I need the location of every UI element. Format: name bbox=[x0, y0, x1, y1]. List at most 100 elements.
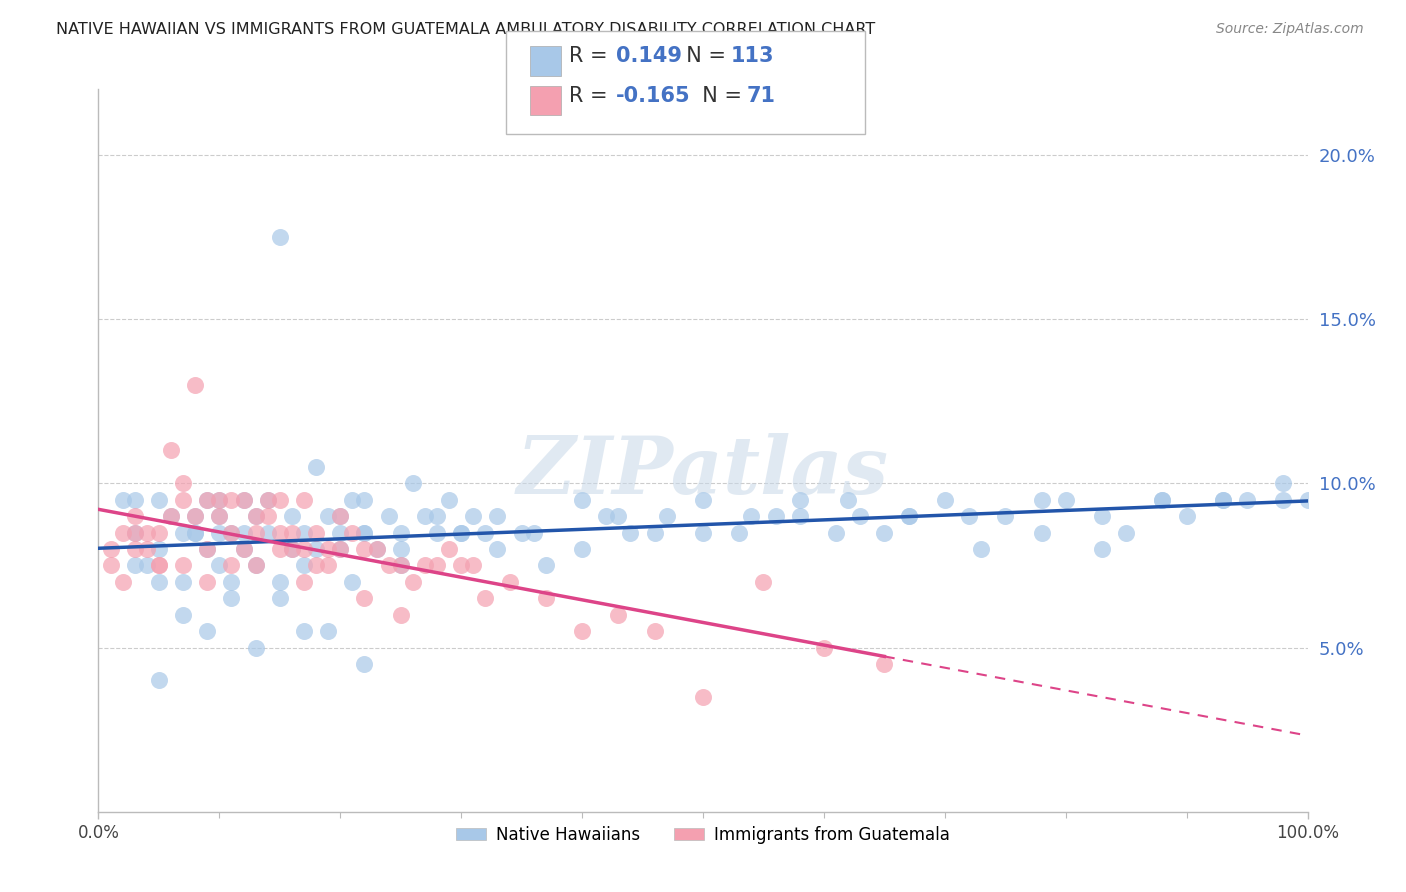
Point bbox=[1115, 525, 1137, 540]
Point bbox=[195, 624, 218, 639]
Point bbox=[1272, 476, 1295, 491]
Point bbox=[281, 541, 304, 556]
Point bbox=[221, 525, 243, 540]
Point bbox=[426, 558, 449, 573]
Point bbox=[655, 509, 678, 524]
Text: -0.165: -0.165 bbox=[616, 86, 690, 105]
Point bbox=[124, 525, 146, 540]
Point bbox=[970, 541, 993, 556]
Text: 0.149: 0.149 bbox=[616, 46, 682, 66]
Text: 71: 71 bbox=[747, 86, 776, 105]
Point bbox=[329, 525, 352, 540]
Point bbox=[172, 525, 194, 540]
Point bbox=[1236, 492, 1258, 507]
Point bbox=[148, 558, 170, 573]
Point bbox=[221, 525, 243, 540]
Point bbox=[148, 673, 170, 688]
Point bbox=[329, 509, 352, 524]
Point bbox=[292, 624, 315, 639]
Point bbox=[184, 525, 207, 540]
Point bbox=[292, 574, 315, 589]
Point bbox=[124, 525, 146, 540]
Point bbox=[245, 558, 267, 573]
Point bbox=[389, 541, 412, 556]
Point bbox=[256, 525, 278, 540]
Point bbox=[1212, 492, 1234, 507]
Point bbox=[124, 509, 146, 524]
Point bbox=[873, 525, 896, 540]
Point bbox=[1054, 492, 1077, 507]
Point bbox=[692, 690, 714, 704]
Point bbox=[474, 525, 496, 540]
Point bbox=[184, 377, 207, 392]
Point bbox=[232, 541, 254, 556]
Point bbox=[353, 541, 375, 556]
Point bbox=[1091, 509, 1114, 524]
Point bbox=[195, 541, 218, 556]
Point bbox=[208, 492, 231, 507]
Point bbox=[195, 492, 218, 507]
Point bbox=[437, 541, 460, 556]
Point bbox=[873, 657, 896, 671]
Point bbox=[644, 624, 666, 639]
Point bbox=[897, 509, 920, 524]
Point bbox=[366, 541, 388, 556]
Point bbox=[353, 657, 375, 671]
Point bbox=[849, 509, 872, 524]
Point bbox=[837, 492, 859, 507]
Point bbox=[148, 558, 170, 573]
Point bbox=[413, 509, 436, 524]
Point bbox=[195, 541, 218, 556]
Text: N =: N = bbox=[689, 86, 748, 105]
Point bbox=[329, 541, 352, 556]
Point bbox=[607, 509, 630, 524]
Point bbox=[100, 558, 122, 573]
Point bbox=[692, 525, 714, 540]
Point bbox=[1152, 492, 1174, 507]
Point bbox=[305, 558, 328, 573]
Point bbox=[221, 591, 243, 606]
Point bbox=[305, 525, 328, 540]
Point bbox=[474, 591, 496, 606]
Point bbox=[292, 541, 315, 556]
Point bbox=[111, 525, 134, 540]
Point bbox=[813, 640, 835, 655]
Point bbox=[195, 574, 218, 589]
Point bbox=[752, 574, 775, 589]
Point bbox=[256, 509, 278, 524]
Point bbox=[644, 525, 666, 540]
Point bbox=[789, 492, 811, 507]
Point bbox=[1031, 492, 1053, 507]
Point bbox=[510, 525, 533, 540]
Point bbox=[135, 525, 157, 540]
Point bbox=[316, 624, 339, 639]
Legend: Native Hawaiians, Immigrants from Guatemala: Native Hawaiians, Immigrants from Guatem… bbox=[450, 819, 956, 850]
Point bbox=[208, 509, 231, 524]
Point bbox=[305, 541, 328, 556]
Point bbox=[486, 509, 509, 524]
Point bbox=[111, 574, 134, 589]
Point bbox=[437, 492, 460, 507]
Point bbox=[607, 607, 630, 622]
Point bbox=[329, 541, 352, 556]
Point bbox=[269, 492, 291, 507]
Point bbox=[269, 525, 291, 540]
Point bbox=[100, 541, 122, 556]
Text: ZIPatlas: ZIPatlas bbox=[517, 434, 889, 511]
Point bbox=[316, 509, 339, 524]
Point bbox=[571, 541, 593, 556]
Point bbox=[1091, 541, 1114, 556]
Text: Source: ZipAtlas.com: Source: ZipAtlas.com bbox=[1216, 22, 1364, 37]
Point bbox=[450, 525, 472, 540]
Point bbox=[728, 525, 751, 540]
Point bbox=[692, 492, 714, 507]
Point bbox=[342, 492, 364, 507]
Point bbox=[256, 492, 278, 507]
Point bbox=[281, 509, 304, 524]
Point bbox=[413, 558, 436, 573]
Point bbox=[148, 492, 170, 507]
Point bbox=[232, 541, 254, 556]
Point bbox=[377, 558, 399, 573]
Text: NATIVE HAWAIIAN VS IMMIGRANTS FROM GUATEMALA AMBULATORY DISABILITY CORRELATION C: NATIVE HAWAIIAN VS IMMIGRANTS FROM GUATE… bbox=[56, 22, 876, 37]
Point bbox=[221, 558, 243, 573]
